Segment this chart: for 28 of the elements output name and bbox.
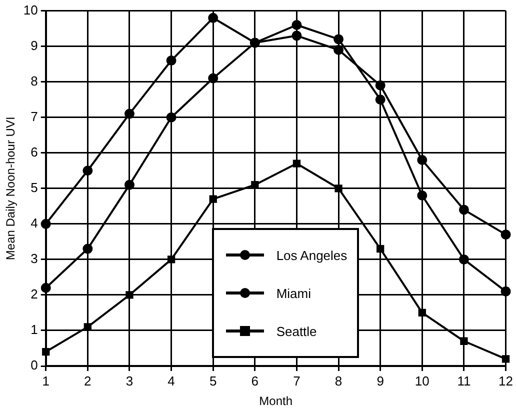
y-tick-label: 3 bbox=[30, 251, 38, 266]
y-tick-label: 1 bbox=[30, 322, 38, 338]
x-tick-label: 12 bbox=[498, 373, 514, 388]
x-tick-label: 6 bbox=[251, 373, 259, 388]
y-tick-label: 6 bbox=[30, 144, 38, 160]
y-tick-label: 9 bbox=[30, 38, 38, 53]
x-tick-label: 7 bbox=[293, 373, 300, 388]
x-tick-label: 3 bbox=[126, 373, 134, 388]
x-tick-label: 10 bbox=[414, 373, 430, 388]
y-tick-label: 8 bbox=[30, 73, 38, 88]
legend-label: Miami bbox=[276, 286, 311, 300]
x-tick-label: 4 bbox=[168, 373, 175, 388]
y-axis-title: Mean Daily Noon-hour UVI bbox=[4, 116, 18, 260]
x-tick-label: 9 bbox=[376, 373, 384, 388]
x-tick-label: 1 bbox=[42, 373, 50, 388]
x-tick-label: 11 bbox=[457, 373, 471, 388]
y-tick-label: 7 bbox=[30, 108, 38, 124]
y-tick-label: 0 bbox=[30, 358, 38, 373]
y-tick-label: 5 bbox=[30, 180, 38, 195]
x-tick-label: 8 bbox=[334, 373, 342, 388]
x-axis-title: Month bbox=[259, 394, 292, 408]
legend-label: Los Angeles bbox=[276, 248, 348, 262]
y-tick-label: 10 bbox=[23, 2, 38, 18]
x-tick-label: 5 bbox=[209, 373, 217, 388]
x-tick-label: 2 bbox=[84, 373, 92, 388]
y-tick-label: 4 bbox=[30, 216, 38, 230]
y-tick-label: 2 bbox=[30, 286, 38, 302]
legend-label: Seattle bbox=[276, 324, 317, 338]
